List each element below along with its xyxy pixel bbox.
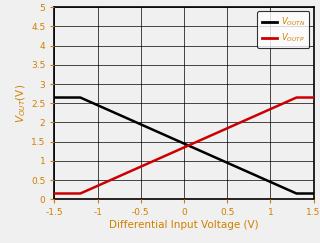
Y-axis label: $V_{OUT}$(V): $V_{OUT}$(V) bbox=[15, 84, 28, 123]
X-axis label: Differential Input Voltage (V): Differential Input Voltage (V) bbox=[109, 220, 259, 230]
Legend: $V_{OUTN}$, $V_{OUTP}$: $V_{OUTN}$, $V_{OUTP}$ bbox=[258, 11, 309, 48]
